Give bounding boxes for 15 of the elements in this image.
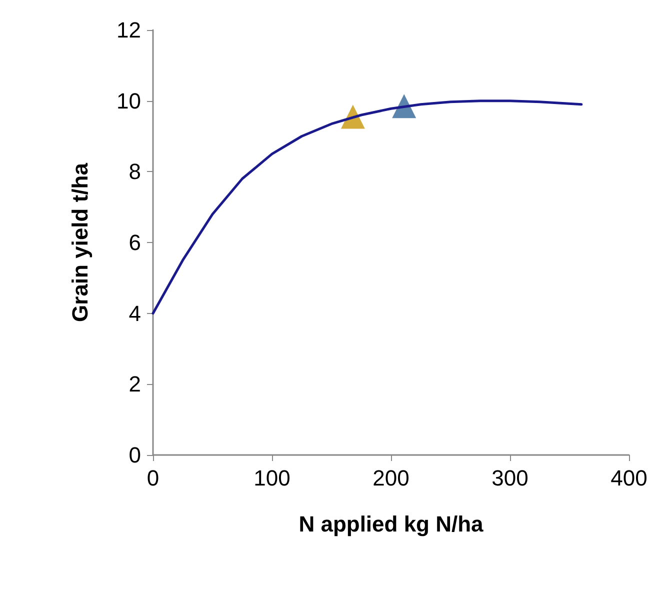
y-tick-label: 6 — [128, 230, 141, 255]
y-axis-title: Grain yield t/ha — [68, 162, 92, 322]
x-tick-label: 300 — [492, 466, 528, 490]
x-tick-label: 0 — [146, 466, 160, 490]
x-tick-label: 100 — [254, 466, 290, 490]
x-axis-title: N applied kg N/ha — [298, 512, 484, 536]
y-tick-label: 2 — [128, 372, 141, 397]
x-tick-label: 200 — [372, 466, 410, 490]
y-tick-label: 12 — [116, 18, 141, 42]
line-series — [152, 100, 583, 315]
y-tick-label: 0 — [128, 442, 141, 468]
y-tick-label: 8 — [128, 159, 141, 184]
y-tick-label: 10 — [116, 88, 141, 114]
x-tick-label: 400 — [610, 466, 648, 490]
y-tick-label: 4 — [128, 300, 141, 326]
